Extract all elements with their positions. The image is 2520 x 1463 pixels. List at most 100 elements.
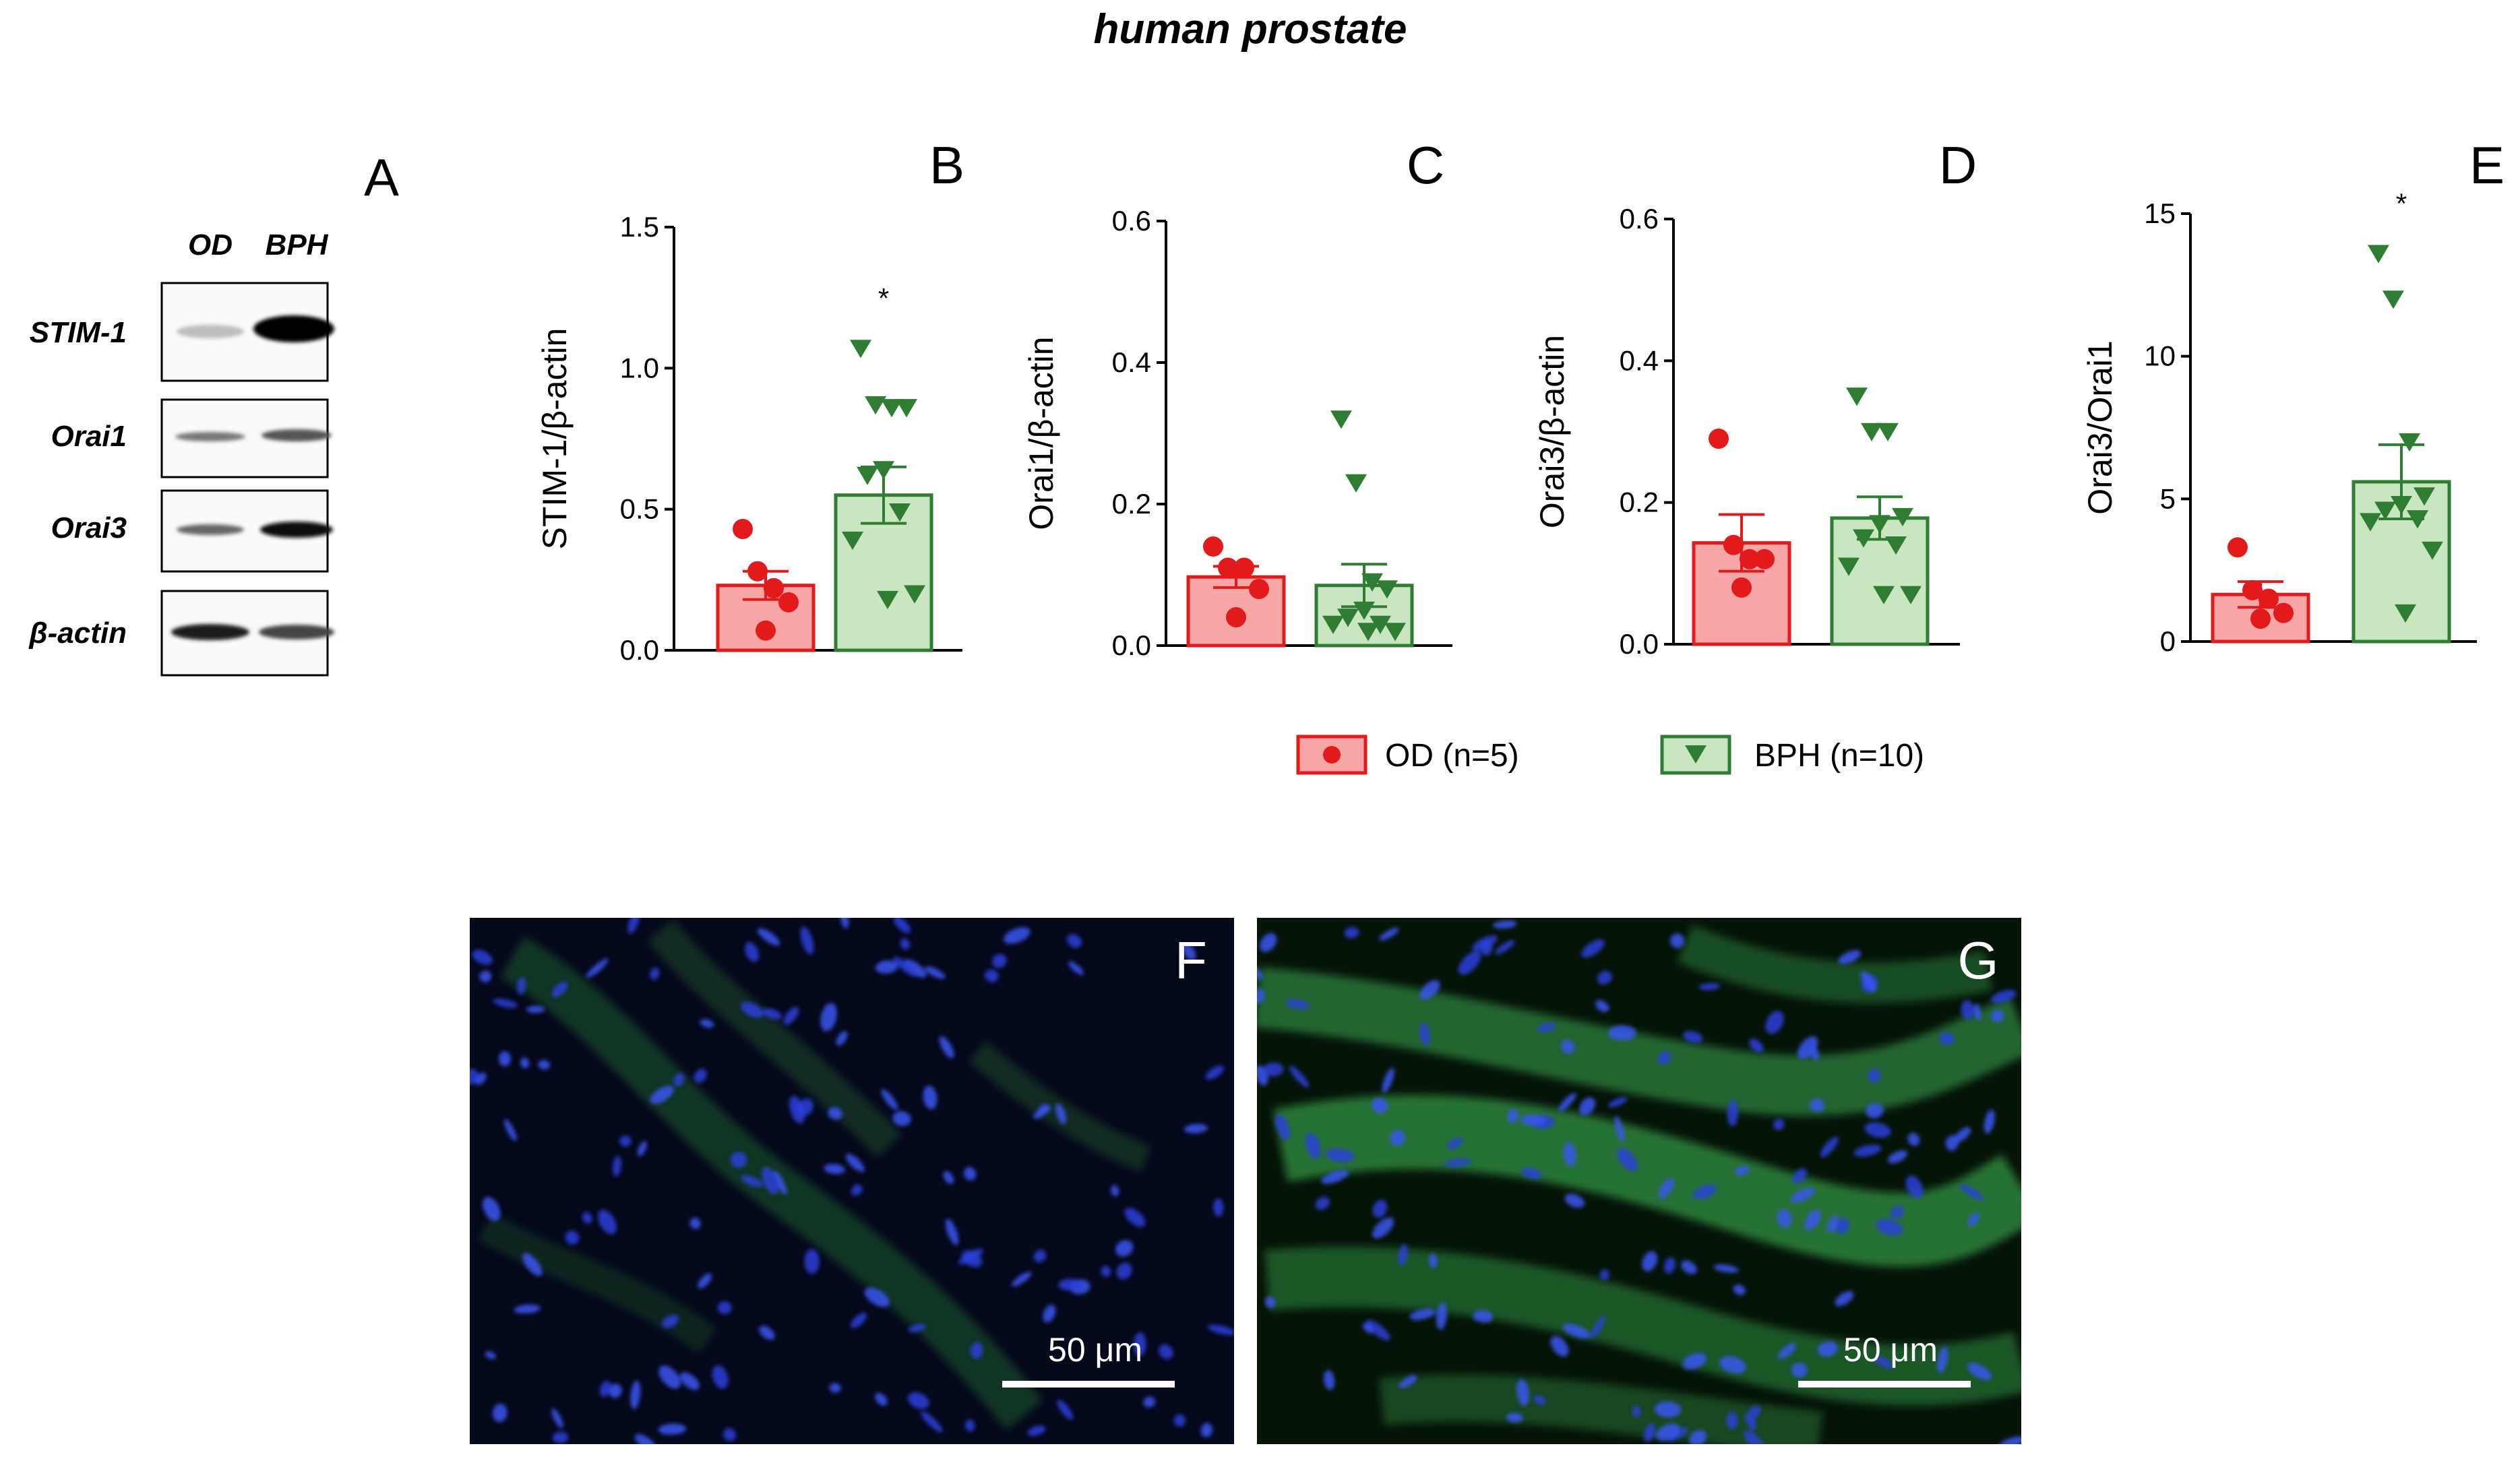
nucleus [1907,1133,1920,1146]
data-point-bph [889,503,911,522]
data-point-bph [1877,423,1899,441]
y-tick-label: 10 [2144,340,2176,372]
nucleus [945,1218,959,1245]
nucleus [939,1036,954,1059]
data-point-bph [2391,496,2412,515]
nucleus [903,959,927,978]
nucleus [985,969,999,983]
blot-row-label-orai1: Orai1 [51,420,127,453]
scale-bar-g [1798,1381,1971,1388]
data-point-bph [2374,501,2396,520]
nucleus [1208,1325,1234,1336]
y-tick-label: 0.6 [1112,205,1151,237]
y-tick-label: 0.4 [1112,346,1151,378]
data-point-bph [2360,513,2381,532]
nucleus [1826,1215,1839,1233]
nucleus [1027,1425,1046,1436]
data-point-od [2227,537,2248,558]
nucleus [1275,1114,1291,1140]
nucleus [1939,1032,1955,1046]
nucleus [1507,1109,1518,1123]
nucleus [1777,1208,1792,1228]
data-point-bph [1376,580,1398,599]
nucleus [745,942,759,962]
data-point-bph [1361,573,1383,592]
nucleus [1791,1362,1808,1378]
nucleus [1692,1185,1717,1200]
y-tick-label: 0 [2160,625,2176,657]
nucleus [1012,1272,1032,1286]
data-point-bph [2383,290,2404,309]
scale-bar-label-f: 50 μm [1048,1331,1142,1369]
nucleus [921,1411,943,1433]
data-point-bph [1861,423,1882,441]
data-point-bph [857,466,878,485]
chart-b: B 0.0 0.5 1.0 1.5 STIM-1/β-actin * [536,135,964,666]
nucleus [516,977,526,995]
nucleus [627,918,640,934]
nucleus [1778,1343,1796,1359]
nucleus [522,1253,543,1276]
y-tick-label: 0.2 [1112,488,1151,520]
data-point-bph [1873,586,1895,604]
nucleus [1372,1217,1394,1239]
y-tick-label: 0.0 [620,634,659,666]
nucleus [1866,1102,1884,1119]
nucleus [1315,1196,1330,1210]
nucleus [1595,999,1609,1012]
nucleus [1143,1396,1156,1408]
nucleus [689,1217,701,1229]
nucleus [1033,1249,1047,1263]
data-point-bph [842,531,863,551]
nucleus [1991,1009,2004,1023]
data-point-bph [850,340,871,359]
nucleus [1681,1260,1697,1274]
nucleus [634,1434,656,1444]
scale-bar-f [1002,1381,1175,1388]
nucleus [1043,1305,1056,1323]
nucleus [1558,1093,1576,1112]
nucleus [1419,980,1440,1000]
nucleus [1614,1116,1625,1143]
data-point-bph [1345,474,1367,493]
band-stim1-bph [253,315,334,342]
nucleus [1744,1405,1761,1423]
nucleus [1363,1323,1374,1334]
nucleus [1642,1251,1658,1272]
band-orai1-bph [262,429,332,441]
nucleus [741,1001,764,1018]
nucleus [1713,1264,1739,1273]
nucleus [661,1315,679,1328]
nucleus [1616,1148,1638,1172]
nucleus [551,981,568,997]
y-tick-label: 0.2 [1620,487,1659,518]
y-axis-label: Orai1/β-actin [1022,336,1060,530]
nucleus [1654,1401,1682,1418]
nucleus [892,1111,911,1126]
nucleus [1429,1253,1438,1268]
nucleus [609,1383,622,1398]
nucleus [1655,1423,1680,1441]
nucleus [498,1051,511,1067]
nucleus [824,1164,846,1175]
nucleus [1537,1023,1556,1033]
panel-letter-c: C [1407,135,1444,195]
nucleus [881,1089,898,1111]
nucleus [828,1107,842,1120]
nucleus [758,928,780,946]
chart-e: E 0 5 10 15 Orai3/Orai1 * [2081,135,2504,657]
nucleus [1810,1098,1824,1113]
nucleus [698,1273,712,1289]
nucleus [619,1135,632,1147]
nucleus [875,960,898,974]
nucleus [741,1175,763,1187]
nuclei-g [1257,920,2021,1444]
data-point-od [1234,557,1254,578]
data-point-od [1203,536,1223,557]
data-point-od [1226,607,1246,627]
nucleus [479,970,491,983]
nucleus [1550,1336,1569,1357]
nucleus [773,1171,787,1195]
nucleus [483,1197,501,1221]
micrograph-od: F 50 μm [470,918,1234,1444]
